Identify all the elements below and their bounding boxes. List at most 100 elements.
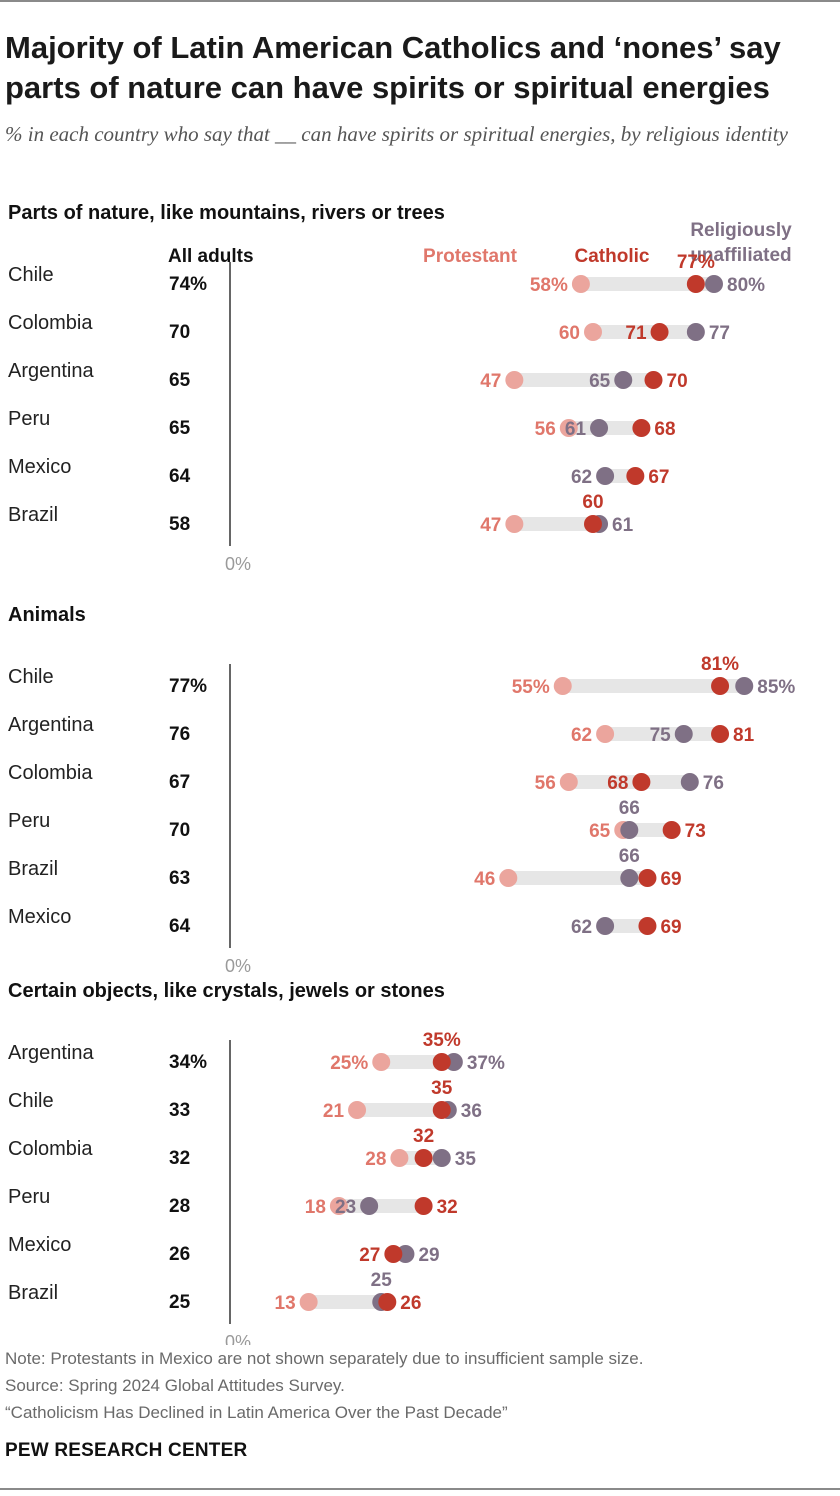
protestant-value-label: 56 xyxy=(535,419,556,440)
catholic-value-label: 81% xyxy=(701,654,739,675)
all-adults-value: 58 xyxy=(169,514,190,535)
country-label: Mexico xyxy=(8,1234,71,1256)
unaffiliated-dot xyxy=(686,323,705,341)
catholic-value-label: 60 xyxy=(582,492,603,513)
all-adults-value: 65 xyxy=(169,418,191,439)
protestant-value-label: 47 xyxy=(480,371,501,392)
catholic-dot xyxy=(432,1053,451,1071)
all-adults-value: 64 xyxy=(169,466,191,487)
unaffiliated-dot xyxy=(620,869,639,887)
range-bar xyxy=(338,1199,424,1213)
dot-chart: Parts of nature, like mountains, rivers … xyxy=(8,202,795,1345)
catholic-dot xyxy=(414,1149,433,1167)
all-adults-value: 70 xyxy=(169,322,190,343)
range-bar xyxy=(514,517,600,531)
unaffiliated-value-label: 85% xyxy=(757,677,795,698)
unaffiliated-dot xyxy=(360,1197,379,1215)
protestant-dot xyxy=(584,323,602,341)
catholic-value-label: 35 xyxy=(431,1078,453,1099)
catholic-value-label: 70 xyxy=(667,371,688,392)
protestant-dot xyxy=(559,773,578,791)
all-adults-value: 26 xyxy=(169,1244,190,1265)
country-label: Brazil xyxy=(8,504,58,526)
protestant-dot xyxy=(390,1149,409,1167)
catholic-dot xyxy=(632,419,651,437)
all-adults-value: 77% xyxy=(169,676,207,697)
range-bar xyxy=(593,325,696,339)
protestant-value-label: 25% xyxy=(330,1053,368,1074)
catholic-value-label: 81 xyxy=(733,725,755,746)
footnote-report: “Catholicism Has Declined in Latin Ameri… xyxy=(5,1403,508,1422)
range-bar xyxy=(580,277,714,291)
catholic-value-label: 27 xyxy=(359,1245,380,1266)
range-bar xyxy=(562,679,745,693)
catholic-value-label: 32 xyxy=(437,1197,458,1218)
protestant-value-label: 18 xyxy=(305,1197,326,1218)
bottom-rule xyxy=(0,1488,840,1490)
all-adults-value: 34% xyxy=(169,1052,207,1073)
protestant-value-label: 62 xyxy=(571,725,592,746)
legend-unaffiliated-line2: unaffiliated xyxy=(690,245,791,266)
unaffiliated-dot xyxy=(705,275,723,293)
protestant-value-label: 55% xyxy=(512,677,550,698)
unaffiliated-dot xyxy=(596,917,615,935)
unaffiliated-value-label: 76 xyxy=(703,773,724,794)
unaffiliated-value-label: 75 xyxy=(650,725,672,746)
range-bar xyxy=(605,919,648,933)
unaffiliated-value-label: 61 xyxy=(612,515,634,536)
protestant-value-label: 58% xyxy=(530,275,568,296)
country-label: Brazil xyxy=(8,858,58,880)
unaffiliated-value-label: 66 xyxy=(619,798,640,819)
chart-title: Majority of Latin American Catholics and… xyxy=(5,30,781,105)
catholic-value-label: 26 xyxy=(400,1293,421,1314)
protestant-dot xyxy=(505,515,524,533)
protestant-dot xyxy=(571,275,590,293)
protestant-dot xyxy=(596,725,615,743)
protestant-value-label: 21 xyxy=(323,1101,345,1122)
catholic-value-label: 71 xyxy=(625,323,647,344)
unaffiliated-value-label: 61 xyxy=(565,419,587,440)
legend-all-adults: All adults xyxy=(168,246,254,267)
all-adults-value: 28 xyxy=(169,1196,190,1217)
unaffiliated-value-label: 37% xyxy=(467,1053,505,1074)
range-bar xyxy=(508,871,648,885)
unaffiliated-dot xyxy=(735,677,754,695)
unaffiliated-dot xyxy=(620,821,639,839)
range-bar xyxy=(514,373,654,387)
country-label: Peru xyxy=(8,408,50,430)
catholic-dot xyxy=(632,773,651,791)
all-adults-value: 65 xyxy=(169,370,191,391)
country-label: Colombia xyxy=(8,1138,93,1160)
panel-title-2: Certain objects, like crystals, jewels o… xyxy=(8,980,445,1002)
catholic-value-label: 69 xyxy=(660,869,681,890)
all-adults-value: 64 xyxy=(169,916,191,937)
legend-protestant: Protestant xyxy=(423,246,518,267)
unaffiliated-value-label: 77 xyxy=(709,323,730,344)
unaffiliated-value-label: 62 xyxy=(571,917,592,938)
country-label: Argentina xyxy=(8,1042,94,1064)
unaffiliated-dot xyxy=(680,773,699,791)
catholic-dot xyxy=(414,1197,433,1215)
protestant-dot xyxy=(499,869,518,887)
range-bar xyxy=(308,1295,388,1309)
catholic-dot xyxy=(638,917,657,935)
catholic-dot xyxy=(638,869,657,887)
catholic-dot xyxy=(584,515,602,533)
unaffiliated-dot xyxy=(674,725,693,743)
catholic-value-label: 69 xyxy=(660,917,681,938)
catholic-value-label: 35% xyxy=(423,1030,461,1051)
country-label: Chile xyxy=(8,1090,54,1112)
all-adults-value: 32 xyxy=(169,1148,190,1169)
catholic-dot xyxy=(626,467,645,485)
unaffiliated-dot xyxy=(614,371,633,389)
catholic-value-label: 32 xyxy=(413,1126,434,1147)
catholic-dot xyxy=(662,821,681,839)
protestant-value-label: 13 xyxy=(275,1293,296,1314)
all-adults-value: 67 xyxy=(169,772,190,793)
panel-title-1: Animals xyxy=(8,604,86,626)
panel-title-0: Parts of nature, like mountains, rivers … xyxy=(8,202,445,224)
unaffiliated-value-label: 80% xyxy=(727,275,765,296)
zero-label-1: 0% xyxy=(225,956,251,976)
brand-logo-text: PEW RESEARCH CENTER xyxy=(5,1440,248,1461)
country-label: Argentina xyxy=(8,360,94,382)
